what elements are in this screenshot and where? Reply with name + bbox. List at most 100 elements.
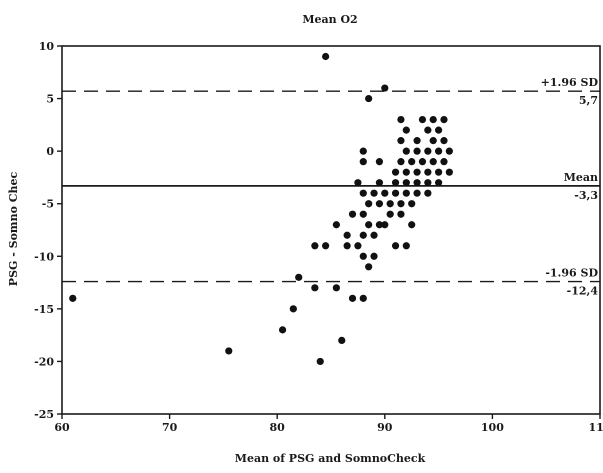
data-point	[391, 179, 400, 187]
data-point	[359, 210, 367, 218]
y-tick-label: -5	[42, 198, 54, 211]
data-point	[225, 347, 233, 355]
reference-line-label: +1.96 SD	[541, 76, 599, 89]
x-tick-label: 60	[54, 421, 70, 434]
data-point	[359, 294, 367, 302]
data-point	[408, 221, 416, 229]
data-point	[311, 284, 319, 292]
data-point	[440, 158, 448, 166]
data-point	[391, 242, 400, 250]
y-axis-label: PSG - Somno Chec	[7, 172, 20, 287]
data-point	[440, 116, 448, 124]
data-point	[424, 189, 432, 197]
data-point	[381, 221, 389, 229]
data-point	[343, 242, 351, 250]
data-point	[408, 200, 416, 208]
data-point	[418, 116, 427, 124]
data-point	[365, 94, 373, 103]
y-tick-label: -10	[34, 250, 54, 263]
data-point	[402, 179, 410, 187]
data-point	[359, 189, 367, 197]
data-point	[348, 210, 357, 218]
data-point	[338, 336, 346, 344]
y-tick-label: 10	[39, 40, 55, 53]
data-point	[375, 221, 384, 229]
data-point	[402, 242, 410, 250]
data-point	[375, 179, 384, 187]
y-tick-label: 5	[46, 93, 54, 106]
x-tick-label: 90	[377, 421, 393, 434]
data-point	[381, 189, 389, 197]
data-point	[397, 116, 405, 124]
data-point	[375, 200, 384, 208]
data-point	[295, 273, 303, 281]
data-point	[381, 84, 389, 92]
data-point	[386, 210, 394, 218]
reference-line-label: -1.96 SD	[545, 267, 598, 280]
reference-line-value: -3,3	[574, 189, 598, 202]
y-tick-label: 0	[46, 145, 54, 158]
data-point	[445, 147, 453, 155]
reference-line-value: 5,7	[579, 94, 598, 107]
reference-line-label: Mean	[564, 171, 598, 184]
data-point	[413, 168, 421, 176]
data-point	[278, 326, 287, 334]
data-point	[424, 147, 432, 155]
x-tick-label: 70	[162, 421, 178, 434]
data-point	[322, 242, 330, 250]
data-point	[370, 231, 378, 239]
data-point	[332, 221, 340, 229]
data-point	[397, 158, 405, 166]
data-point	[69, 294, 77, 302]
data-point	[354, 242, 362, 250]
data-point	[359, 252, 367, 260]
data-point	[402, 126, 410, 134]
data-point	[359, 231, 367, 239]
data-point	[413, 189, 421, 197]
data-point	[424, 126, 432, 134]
data-point	[343, 231, 351, 239]
data-point	[435, 147, 443, 155]
data-point	[365, 200, 373, 208]
data-point	[365, 263, 373, 271]
plot-border	[61, 45, 601, 415]
x-tick-label: 110	[589, 421, 603, 434]
data-point	[332, 284, 340, 292]
data-point	[375, 158, 384, 166]
data-point	[359, 147, 367, 155]
data-point	[397, 210, 405, 218]
data-point	[397, 200, 405, 208]
data-point	[322, 52, 330, 61]
chart-title: Mean O2	[302, 13, 357, 26]
data-point	[316, 357, 324, 366]
data-point	[348, 294, 357, 302]
reference-line-value: -12,4	[567, 285, 599, 298]
y-tick-label: -15	[34, 303, 54, 316]
data-point	[424, 168, 432, 176]
data-point	[311, 242, 319, 250]
y-tick-label: -25	[34, 408, 54, 421]
data-point	[435, 168, 443, 176]
data-point	[418, 158, 427, 166]
data-point	[289, 305, 297, 313]
data-point	[445, 168, 453, 176]
x-tick-label: 80	[270, 421, 286, 434]
data-point	[435, 179, 443, 187]
data-point	[370, 252, 378, 260]
data-point	[365, 221, 373, 229]
data-point	[429, 158, 437, 166]
data-point	[391, 168, 400, 176]
data-point	[359, 158, 367, 166]
data-point	[440, 137, 448, 145]
x-axis-label: Mean of PSG and SomnoCheck	[235, 452, 426, 465]
data-point	[413, 147, 421, 155]
data-point	[370, 189, 378, 197]
data-point	[429, 137, 437, 145]
data-point	[391, 189, 400, 197]
data-point	[413, 179, 421, 187]
y-tick-label: -20	[34, 355, 54, 368]
x-tick-label: 100	[481, 421, 504, 434]
data-point	[435, 126, 443, 134]
